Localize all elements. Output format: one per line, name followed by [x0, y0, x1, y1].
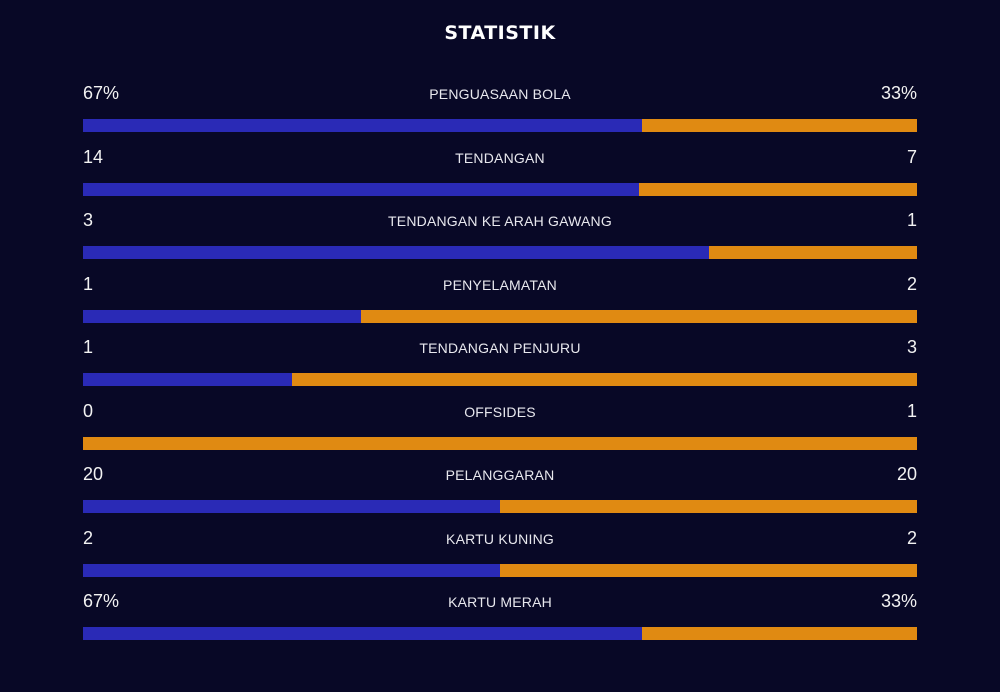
- comparison-bar: [83, 309, 917, 323]
- home-bar-fill: [83, 119, 642, 132]
- stat-label: TENDANGAN KE ARAH GAWANG: [388, 213, 612, 229]
- comparison-bar: [83, 436, 917, 450]
- away-value: 7: [906, 146, 917, 167]
- panel-title: STATISTIK: [444, 22, 556, 44]
- comparison-bar: [83, 182, 917, 196]
- away-value: 3: [906, 337, 917, 357]
- stat-label: KARTU MERAH: [448, 594, 552, 610]
- stat-row-kartu-kuning: 2 KARTU KUNING 2: [83, 527, 917, 591]
- away-value: 33%: [880, 83, 917, 103]
- comparison-bar: [83, 563, 917, 577]
- stat-row-tendangan-penjuru: 1 TENDANGAN PENJURU 3: [83, 336, 917, 400]
- stat-row-tendangan-ke-arah-gawang: 3 TENDANGAN KE ARAH GAWANG 1: [83, 209, 917, 273]
- stat-row-offsides: 0 OFFSIDES 1: [83, 400, 917, 464]
- comparison-bar: [83, 500, 917, 513]
- comparison-bar: [83, 119, 917, 132]
- away-value: 20: [896, 464, 917, 484]
- stat-label: OFFSIDES: [464, 403, 536, 420]
- away-value: 1: [906, 400, 917, 421]
- home-bar-fill: [83, 246, 709, 259]
- comparison-bar: [83, 627, 917, 640]
- stat-label: PELANGGARAN: [445, 467, 555, 483]
- stats-list: 67% PENGUASAAN BOLA 33% 14 TENDANGAN 7 3…: [83, 82, 917, 654]
- stat-row-kartu-merah: 67% KARTU MERAH 33%: [83, 590, 917, 654]
- home-bar-fill: [83, 500, 500, 513]
- stat-label: PENGUASAAN BOLA: [429, 86, 571, 102]
- stat-label: TENDANGAN: [455, 149, 545, 166]
- stat-row-penyelamatan: 1 PENYELAMATAN 2: [83, 273, 917, 337]
- stat-label: PENYELAMATAN: [443, 276, 557, 293]
- home-value: 67%: [83, 83, 120, 103]
- stat-row-penguasaan-bola: 67% PENGUASAAN BOLA 33%: [83, 82, 917, 146]
- home-bar-fill: [83, 373, 292, 386]
- comparison-bar: [83, 373, 917, 386]
- away-value: 1: [906, 210, 917, 230]
- home-value: 67%: [83, 591, 120, 611]
- away-value: 2: [906, 273, 917, 294]
- home-bar-fill: [83, 563, 500, 577]
- home-value: 2: [83, 527, 94, 548]
- stat-label: KARTU KUNING: [446, 530, 554, 547]
- home-bar-fill: [83, 182, 640, 196]
- comparison-bar: [83, 246, 917, 259]
- home-value: 0: [83, 400, 94, 421]
- home-value: 1: [83, 337, 94, 357]
- stat-row-tendangan: 14 TENDANGAN 7: [83, 146, 917, 210]
- home-value: 3: [83, 210, 94, 230]
- home-value: 1: [83, 273, 94, 294]
- stat-row-pelanggaran: 20 PELANGGARAN 20: [83, 463, 917, 527]
- home-value: 20: [83, 464, 104, 484]
- away-value: 33%: [880, 591, 917, 611]
- away-value: 2: [906, 527, 917, 548]
- stat-label: TENDANGAN PENJURU: [419, 340, 581, 356]
- home-bar-fill: [83, 309, 361, 323]
- home-bar-fill: [83, 627, 642, 640]
- home-value: 14: [83, 146, 104, 167]
